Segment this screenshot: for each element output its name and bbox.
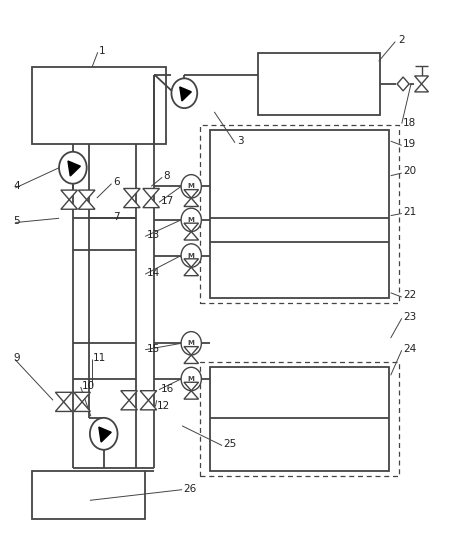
Bar (200, 125, 399, 304)
Bar (32, 67, 166, 144)
Polygon shape (68, 161, 80, 176)
Polygon shape (184, 259, 198, 267)
Polygon shape (184, 391, 198, 399)
Text: M: M (188, 252, 195, 258)
Polygon shape (121, 391, 137, 400)
Polygon shape (61, 200, 78, 209)
Polygon shape (140, 391, 157, 400)
Text: M: M (188, 184, 195, 190)
Polygon shape (143, 198, 159, 207)
Text: M: M (188, 217, 195, 223)
Text: 21: 21 (403, 207, 416, 217)
Polygon shape (184, 231, 198, 240)
Text: 15: 15 (147, 344, 160, 353)
Text: 7: 7 (113, 212, 119, 222)
Text: 8: 8 (164, 171, 170, 181)
Text: 22: 22 (403, 291, 416, 300)
Text: 16: 16 (160, 383, 173, 394)
Polygon shape (78, 200, 95, 209)
Circle shape (181, 367, 201, 391)
Text: 24: 24 (403, 344, 416, 353)
Polygon shape (55, 402, 72, 412)
Text: 12: 12 (157, 401, 170, 411)
Text: 20: 20 (403, 167, 416, 176)
Polygon shape (184, 382, 198, 391)
Polygon shape (184, 346, 198, 355)
Circle shape (59, 151, 86, 184)
Text: 13: 13 (147, 230, 160, 241)
Text: 18: 18 (403, 117, 416, 128)
Polygon shape (184, 190, 198, 198)
Text: 4: 4 (13, 181, 20, 191)
Bar (258, 53, 380, 115)
Circle shape (181, 244, 201, 267)
Text: 6: 6 (113, 177, 119, 187)
Polygon shape (74, 392, 90, 402)
Circle shape (181, 175, 201, 198)
Text: 19: 19 (403, 139, 416, 149)
Polygon shape (78, 190, 95, 200)
Circle shape (90, 418, 118, 450)
Polygon shape (184, 355, 198, 363)
Text: M: M (188, 340, 195, 346)
Text: 5: 5 (13, 216, 20, 226)
Text: 17: 17 (160, 196, 173, 206)
Text: 25: 25 (224, 439, 237, 450)
Polygon shape (121, 400, 137, 410)
Polygon shape (99, 427, 111, 442)
Polygon shape (184, 267, 198, 276)
Bar (210, 130, 389, 298)
Text: 23: 23 (403, 312, 416, 322)
Text: 1: 1 (99, 46, 106, 56)
Text: 9: 9 (13, 353, 20, 363)
Text: 11: 11 (93, 353, 106, 363)
Circle shape (181, 332, 201, 355)
Polygon shape (140, 400, 157, 410)
Polygon shape (184, 223, 198, 231)
Text: 14: 14 (147, 268, 160, 278)
Bar (200, 362, 399, 476)
Circle shape (181, 208, 201, 231)
Polygon shape (124, 198, 140, 207)
Polygon shape (397, 77, 409, 91)
Text: 2: 2 (399, 35, 405, 45)
Polygon shape (180, 87, 191, 101)
Polygon shape (415, 76, 429, 84)
Polygon shape (143, 188, 159, 198)
Polygon shape (124, 188, 140, 198)
Circle shape (172, 78, 197, 108)
Polygon shape (415, 84, 429, 92)
Text: 3: 3 (237, 136, 244, 146)
Bar (210, 367, 389, 471)
Text: M: M (188, 376, 195, 382)
Text: 10: 10 (82, 381, 95, 391)
Polygon shape (184, 198, 198, 206)
Polygon shape (55, 392, 72, 402)
Polygon shape (61, 190, 78, 200)
Polygon shape (74, 402, 90, 412)
Bar (32, 471, 145, 519)
Text: 26: 26 (183, 484, 196, 494)
